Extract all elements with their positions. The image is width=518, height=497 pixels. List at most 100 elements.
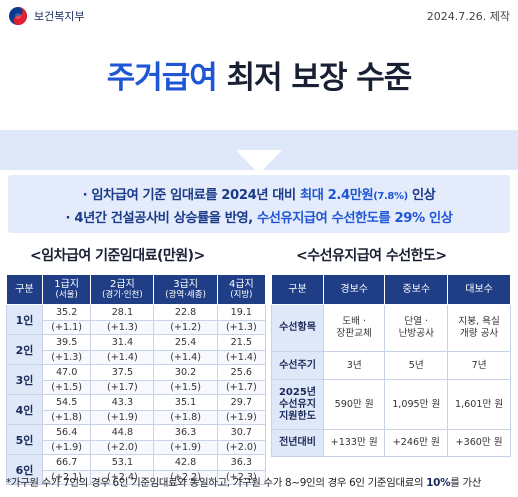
rent-header-cell: 2급지 (경기·인천)	[90, 274, 155, 305]
rent-delta-cell: (+1.4)	[90, 350, 155, 365]
table-row: (+2.1) (+2.4) (+2.2) (+2.3)	[7, 470, 267, 485]
rent-value-cell: 29.7	[216, 394, 267, 411]
summary-line-2-highlight: 수선유지급여 수선한도를 29% 인상	[257, 211, 453, 226]
repair-row-label: 2025년 수선유지 지원한도	[271, 379, 324, 430]
repair-value-cell: 도배 · 장판교체	[322, 304, 386, 352]
table-row: (+1.1) (+1.3) (+1.2) (+1.3)	[7, 320, 267, 335]
rent-value-cell: 43.3	[90, 394, 155, 411]
table-row: 2인 39.5 31.4 25.4 21.5	[6, 334, 267, 365]
rent-value-cell: 53.1	[90, 454, 155, 471]
table-row: 4인 54.5 43.3 35.1 29.7	[6, 394, 267, 425]
summary-line-1-suffix: 인상	[407, 188, 436, 203]
rent-delta-cell: (+1.9)	[90, 410, 155, 425]
rent-value-cell: 35.1	[153, 394, 218, 411]
rent-value-cell: 47.0	[41, 364, 92, 381]
rent-row-label: 1인	[6, 304, 43, 335]
rent-header-cell: 3급지 (광역·세종)	[153, 274, 218, 305]
rent-delta-cell: (+2.0)	[216, 440, 267, 455]
repair-row-label: 수선주기	[271, 351, 324, 380]
rent-table-body: 1인 35.2 28.1 22.8 19.1 (+1.1) (+1.3) (+1.2) (+1.…	[6, 304, 267, 485]
rent-value-cell: 25.4	[153, 334, 218, 351]
rent-value-cell: 66.7	[41, 454, 92, 471]
rent-value-cell: 54.5	[41, 394, 92, 411]
rent-delta-cell: (+1.4)	[153, 350, 218, 365]
rent-delta-cell: (+1.9)	[153, 440, 218, 455]
rent-delta-cell: (+1.5)	[153, 380, 218, 395]
repair-row-label: 수선항목	[271, 304, 324, 352]
repair-value-cell: +360만 원	[447, 429, 511, 457]
rent-header-cell: 1급지 (서울)	[41, 274, 92, 305]
rent-delta-cell: (+1.3)	[216, 320, 267, 335]
rent-delta-cell: (+2.2)	[153, 470, 218, 485]
rent-value-cell: 22.8	[153, 304, 218, 321]
rent-delta-cell: (+1.9)	[216, 410, 267, 425]
rent-value-cell: 37.5	[90, 364, 155, 381]
repair-table-title: <수선유지급여 수선한도>	[296, 248, 447, 264]
repair-value-cell: +246만 원	[384, 429, 449, 457]
repair-value-cell: +133만 원	[322, 429, 386, 457]
rent-header-cell: 구분	[6, 274, 43, 305]
rent-value-cell: 21.5	[216, 334, 267, 351]
summary-line-2: · 4년간 건설공사비 상승률을 반영, 수선유지급여 수선한도를 29% 인상	[8, 207, 510, 226]
rent-delta-cell: (+1.2)	[153, 320, 218, 335]
repair-row-label: 전년대비	[271, 429, 324, 457]
repair-value-cell: 3년	[322, 351, 386, 380]
rent-delta-cell: (+1.7)	[216, 380, 267, 395]
rent-row-label: 5인	[6, 424, 43, 455]
rent-header-cell: 4급지 (지방)	[216, 274, 267, 305]
table-row: 1인 35.2 28.1 22.8 19.1	[6, 304, 267, 335]
table-row: 5인 56.4 44.8 36.3 30.7	[6, 424, 267, 455]
repair-table-body: 수선항목 도배 · 장판교체 단열 · 난방공사 지붕, 욕실 개량 공사 수선주기 3년…	[271, 304, 511, 457]
table-row: (+1.5) (+1.7) (+1.5) (+1.7)	[7, 380, 267, 395]
production-date: 2024.7.26. 제작	[426, 10, 510, 23]
rent-delta-cell: (+2.3)	[216, 470, 267, 485]
rent-row-label: 4인	[6, 394, 43, 425]
repair-value-cell: 590만 원	[322, 379, 386, 430]
chevron-down-icon	[236, 150, 282, 174]
rent-value-cell: 35.2	[41, 304, 92, 321]
repair-header-cell: 중보수	[384, 274, 449, 305]
repair-value-cell: 1,095만 원	[384, 379, 449, 430]
rent-delta-cell: (+1.1)	[41, 320, 92, 335]
taegeuk-logo-icon	[9, 7, 27, 25]
repair-header-cell: 구분	[271, 274, 324, 305]
summary-line-2-prefix: · 4년간 건설공사비 상승률을 반영,	[65, 211, 257, 226]
rent-value-cell: 42.8	[153, 454, 218, 471]
repair-value-cell: 1,601만 원	[447, 379, 511, 430]
repair-table-header-row: 구분 경보수 중보수 대보수	[271, 274, 511, 305]
rent-value-cell: 44.8	[90, 424, 155, 441]
rent-value-cell: 30.7	[216, 424, 267, 441]
title-rest: 최저 보장 수준	[216, 60, 413, 96]
rent-value-cell: 25.6	[216, 364, 267, 381]
ministry-name: 보건복지부	[34, 10, 85, 23]
rent-delta-cell: (+1.8)	[153, 410, 218, 425]
rent-table-title: <임차급여 기준임대료(만원)>	[30, 248, 205, 264]
repair-header-cell: 대보수	[447, 274, 511, 305]
rent-delta-cell: (+1.9)	[41, 440, 92, 455]
rent-value-cell: 28.1	[90, 304, 155, 321]
summary-box: · 임차급여 기준 임대료를 2024년 대비 최대 2.4만원(7.8%) 인…	[8, 175, 510, 233]
repair-value-cell: 단열 · 난방공사	[384, 304, 449, 352]
summary-line-1-percent: (7.8%)	[373, 191, 408, 202]
rent-delta-cell: (+1.3)	[90, 320, 155, 335]
footnote-prefix: *가구원 수가 7인의 경우 6인 기준임대료와 동일하고, 가구원 수가 8~…	[6, 477, 427, 489]
table-row: 수선주기 3년 5년 7년	[271, 351, 511, 380]
ministry-header: 보건복지부	[8, 6, 85, 26]
rent-delta-cell: (+1.5)	[41, 380, 92, 395]
page-title: 주거급여 최저 보장 수준	[0, 52, 518, 97]
footnote-suffix: 를 가산	[450, 477, 481, 489]
rent-table-header-row: 구분 1급지 (서울) 2급지 (경기·인천) 3급지 (광역·세종) 4급지 (지방)	[6, 274, 267, 305]
rent-delta-cell: (+1.7)	[90, 380, 155, 395]
rent-delta-cell: (+1.3)	[41, 350, 92, 365]
rent-row-label: 6인	[6, 454, 43, 485]
rent-delta-cell: (+1.8)	[41, 410, 92, 425]
repair-value-cell: 지붕, 욕실 개량 공사	[447, 304, 511, 352]
footnote-highlight: 10%	[426, 477, 451, 489]
rent-delta-cell: (+2.4)	[90, 470, 155, 485]
rent-value-cell: 36.3	[216, 454, 267, 471]
footnote: *가구원 수가 7인의 경우 6인 기준임대료와 동일하고, 가구원 수가 8~…	[6, 474, 481, 489]
repair-value-cell: 7년	[447, 351, 511, 380]
summary-line-1: · 임차급여 기준 임대료를 2024년 대비 최대 2.4만원(7.8%) 인…	[8, 184, 510, 203]
table-row: 6인 66.7 53.1 42.8 36.3	[6, 454, 267, 485]
